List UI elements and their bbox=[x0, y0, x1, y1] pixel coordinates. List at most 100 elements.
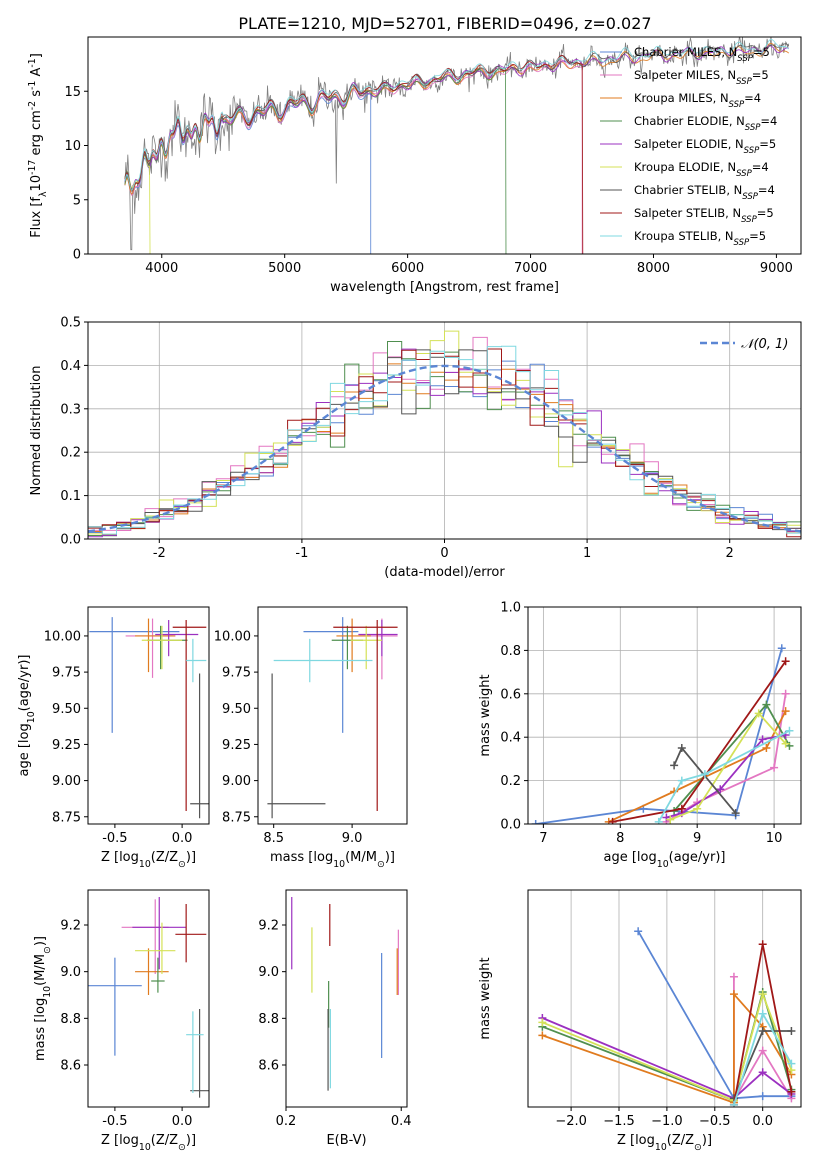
y-tick-label: 9.00 bbox=[222, 774, 251, 789]
x-tick-label: 8.5 bbox=[263, 831, 284, 846]
y-tick-label: 9.25 bbox=[222, 738, 251, 753]
legend-tail: =4 bbox=[744, 91, 761, 105]
series-marker-chabrier-miles bbox=[758, 1092, 767, 1101]
series-marker-salpeter-elodie bbox=[716, 785, 725, 794]
subscript: ⊙ bbox=[377, 859, 385, 870]
text-run: mass weight bbox=[478, 674, 493, 756]
series-line-kroupa-miles bbox=[608, 710, 787, 823]
y-tick-label: 0.6 bbox=[500, 687, 521, 702]
series-line-kroupa-elodie bbox=[669, 711, 787, 821]
subscript: 10 bbox=[42, 986, 53, 998]
y-tick-label: 0.2 bbox=[60, 446, 81, 461]
legend-tail: =4 bbox=[752, 160, 769, 174]
y-tick-label: 9.2 bbox=[258, 919, 279, 934]
series-marker-kroupa-stelib bbox=[787, 1059, 796, 1068]
text-run: )] bbox=[702, 1133, 712, 1148]
y-tick-label: 0.2 bbox=[500, 774, 521, 789]
x-tick-label: 7000 bbox=[514, 261, 547, 276]
y-axis-label: mass [log10(M/M⊙)] bbox=[33, 936, 53, 1061]
text-run: erg cm bbox=[29, 110, 44, 159]
series-marker-kroupa-miles bbox=[538, 1031, 547, 1040]
legend-subscript: SSP bbox=[737, 54, 753, 64]
plot-area bbox=[88, 897, 209, 1098]
legend-tail: =5 bbox=[757, 206, 774, 220]
axes-frame bbox=[87, 36, 802, 255]
y-tick-label: 10.00 bbox=[214, 629, 251, 644]
legend-subscript: SSP bbox=[729, 100, 745, 110]
legend-text: Chabrier STELIB, N bbox=[634, 183, 742, 197]
y-tick-label: 0.0 bbox=[60, 533, 81, 548]
x-axis-label: Z [log10(Z/Z⊙)] bbox=[101, 1133, 196, 1153]
y-axis-label: mass weight bbox=[478, 957, 493, 1039]
x-tick-label: 1 bbox=[583, 546, 591, 561]
series-marker-kroupa-stelib bbox=[677, 776, 686, 785]
series-line-salpeter-elodie bbox=[542, 1017, 792, 1100]
plot-area bbox=[89, 617, 209, 819]
plot-area bbox=[291, 897, 399, 1091]
x-tick-label: -2 bbox=[153, 546, 166, 561]
series-marker-kroupa-miles bbox=[762, 744, 771, 753]
text-run: ] bbox=[29, 53, 44, 58]
series-marker-chabrier-stelib bbox=[677, 744, 686, 753]
axes-frame bbox=[285, 889, 408, 1108]
axes-frame bbox=[87, 606, 210, 825]
y-tick-label: 9.2 bbox=[60, 919, 81, 934]
legend-text: Kroupa STELIB, N bbox=[634, 229, 734, 243]
series-marker-chabrier-elodie bbox=[762, 700, 771, 709]
histogram-kroupa-stelib bbox=[88, 345, 801, 535]
y-tick-label: 10.00 bbox=[44, 629, 81, 644]
text-run: Z [log bbox=[617, 1133, 655, 1148]
series-marker-kroupa-stelib bbox=[758, 1009, 767, 1018]
text-run: Z [log bbox=[101, 1133, 139, 1148]
y-tick-label: 9.75 bbox=[52, 666, 81, 681]
x-tick-label: 0.0 bbox=[172, 831, 193, 846]
y-tick-label: 5 bbox=[73, 193, 81, 208]
x-tick-label: 10 bbox=[766, 831, 783, 846]
legend-tail: =5 bbox=[752, 68, 769, 82]
x-axis-label: mass [log10(M/M⊙)] bbox=[270, 850, 395, 870]
legend-tail: =5 bbox=[749, 229, 766, 243]
series-marker-salpeter-miles bbox=[729, 972, 738, 981]
y-tick-label: 9.0 bbox=[60, 965, 81, 980]
x-tick-label: 4000 bbox=[145, 261, 178, 276]
legend-subscript: SSP bbox=[745, 123, 761, 133]
legend-tail: =5 bbox=[759, 137, 776, 151]
x-tick-label: 0.2 bbox=[276, 1114, 297, 1129]
y-tick-label: 0.4 bbox=[500, 731, 521, 746]
text-run: s bbox=[29, 90, 44, 101]
y-axis-label: Normed distribution bbox=[29, 366, 44, 496]
series-marker-kroupa-elodie bbox=[754, 709, 763, 718]
x-axis-label: (data-model)/error bbox=[384, 565, 505, 580]
y-tick-label: 8.75 bbox=[222, 810, 251, 825]
x-axis-label: Z [log10(Z/Z⊙)] bbox=[101, 850, 196, 870]
text-run: (Z/Z bbox=[151, 1133, 178, 1148]
series-marker-salpeter-stelib bbox=[781, 657, 790, 666]
text-run: Z [log bbox=[101, 850, 139, 865]
series-marker-salpeter-stelib bbox=[608, 817, 617, 824]
axes-frame bbox=[87, 321, 802, 540]
text-run: (Z/Z bbox=[667, 1133, 694, 1148]
legend-label-salpeter-miles: Salpeter MILES, NSSP=5 bbox=[634, 68, 769, 87]
subscript: ⊙ bbox=[178, 1142, 186, 1153]
y-tick-label: 0.0 bbox=[500, 818, 521, 833]
y-tick-label: 0.8 bbox=[500, 644, 521, 659]
subscript: 10 bbox=[333, 859, 345, 870]
x-tick-label: 8000 bbox=[637, 261, 670, 276]
legend-text: Salpeter ELODIE, N bbox=[634, 137, 744, 151]
x-tick-label: 9.0 bbox=[342, 831, 363, 846]
legend-subscript: SSP bbox=[741, 215, 757, 225]
x-axis-label: wavelength [Angstrom, rest frame] bbox=[330, 280, 559, 295]
series-marker-kroupa-stelib bbox=[729, 1100, 738, 1107]
x-tick-label: 9 bbox=[693, 831, 701, 846]
y-tick-label: 0.3 bbox=[60, 402, 81, 417]
text-run: )] bbox=[385, 850, 395, 865]
text-run: mass weight bbox=[478, 957, 493, 1039]
series-marker-chabrier-stelib bbox=[731, 809, 740, 818]
legend-label-chabrier-stelib: Chabrier STELIB, NSSP=4 bbox=[634, 183, 775, 202]
text-run: A bbox=[29, 68, 44, 81]
series-line-kroupa-elodie bbox=[542, 991, 793, 1102]
text-run: Flux [f bbox=[29, 197, 44, 238]
y-tick-label: 9.75 bbox=[222, 666, 251, 681]
